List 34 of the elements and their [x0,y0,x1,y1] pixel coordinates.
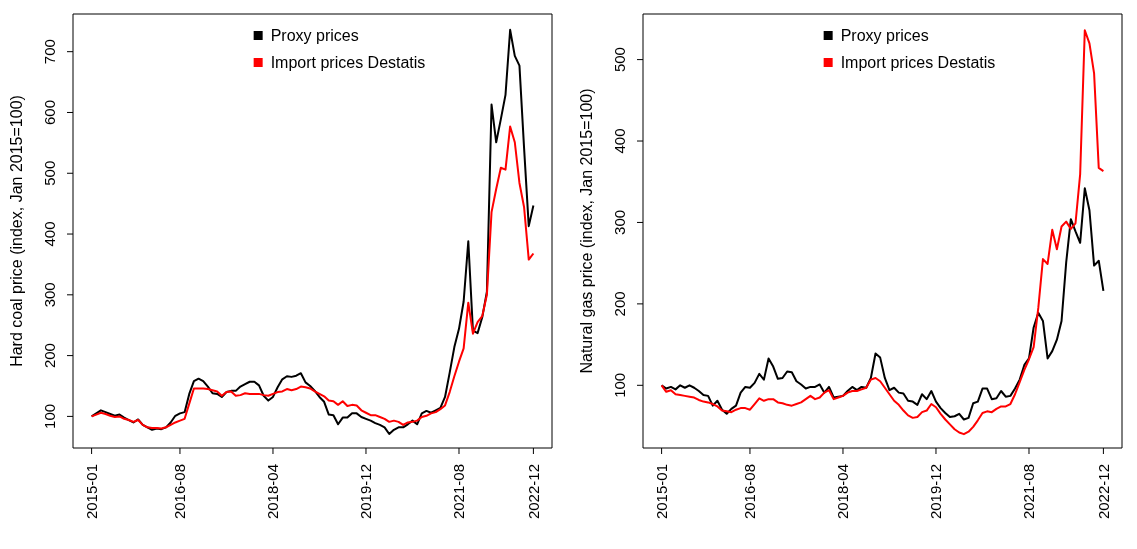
y-tick-label: 700 [41,39,58,65]
x-tick-label: 2016-08 [741,464,759,520]
legend-label: Import prices Destatis [840,53,996,72]
y-tick-label: 300 [611,209,628,235]
x-tick-label: 2018-04 [264,464,282,520]
x-tick-label: 2022-12 [1094,464,1112,520]
y-tick-label: 200 [41,343,58,369]
x-tick-label: 2016-08 [171,464,189,520]
y-tick-label: 300 [41,282,58,308]
x-tick-label: 2021-08 [1020,464,1038,520]
y-tick-label: 100 [611,372,628,398]
y-tick-label: 500 [611,47,628,73]
x-tick-label: 2019-12 [357,464,375,520]
y-tick-label: 500 [41,160,58,186]
y-axis-title: Hard coal price (index, Jan 2015=100) [7,95,25,367]
y-tick-label: 400 [41,221,58,247]
x-tick-label: 2015-01 [653,464,671,520]
x-tick-label: 2021-08 [450,464,468,520]
line-series [90,28,535,436]
x-tick-label: 2022-12 [524,464,542,520]
y-tick-label: 100 [41,403,58,429]
x-tick-label: 2019-12 [927,464,945,520]
line-series [660,29,1105,436]
y-tick-label: 200 [611,291,628,317]
y-tick-label: 600 [41,99,58,125]
y-axis-title: Natural gas price (index, Jan 2015=100) [577,88,595,374]
x-tick-label: 2018-04 [834,464,852,520]
line-series [660,187,1105,421]
legend-label: Import prices Destatis [270,53,426,72]
y-tick-label: 400 [611,128,628,154]
legend-label: Proxy prices [270,26,359,45]
x-tick-label: 2015-01 [83,464,101,520]
line-series [90,125,535,430]
legend-label: Proxy prices [840,26,929,45]
